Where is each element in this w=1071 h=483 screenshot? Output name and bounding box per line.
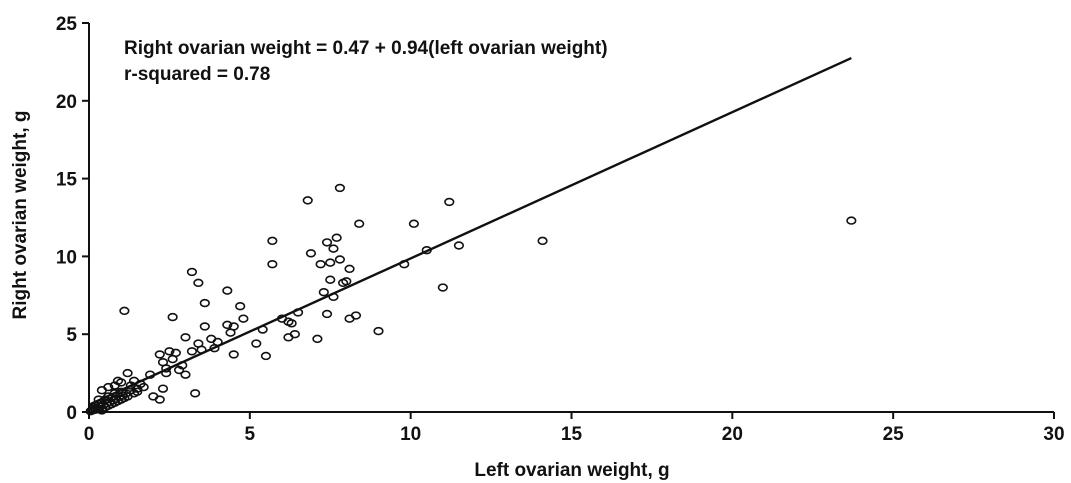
scatter-point [157,384,169,393]
scatter-point [537,236,548,246]
scatter-point [138,382,149,392]
scatter-point [180,370,191,379]
scatter-point [289,330,300,339]
scatter-point [302,196,313,205]
fit-line-layer [88,56,852,406]
y-tick-label: 15 [56,170,78,191]
scatter-point [228,350,239,359]
scatter-point [321,238,333,247]
scatter-point [334,183,346,193]
y-tick-label: 20 [56,92,77,113]
y-tick-label: 10 [56,247,77,268]
scatter-point [125,381,136,390]
scatter-point [331,233,342,242]
data-points [85,183,857,416]
scatter-point [453,241,465,250]
x-tick-label: 20 [722,424,743,445]
scatter-point [228,322,239,331]
scatter-point [173,365,185,375]
scatter-point [199,298,210,308]
scatter-point [122,368,133,378]
scatter-point [212,337,223,347]
scatter-point [373,326,384,336]
x-tick-label: 0 [84,424,95,445]
scatter-point [325,258,336,267]
scatter-point [177,361,188,370]
scatter-point [354,219,365,228]
r-squared-label: r-squared = 0.78 [124,64,270,85]
scatter-point [260,351,272,361]
scatter-point [399,259,410,269]
scatter-point [132,387,143,396]
scatter-point [109,381,120,390]
scatter-point [251,339,262,348]
scatter-point [186,347,198,356]
scatter-point [846,216,857,225]
y-tick-label: 25 [56,14,78,35]
scatter-point [93,395,104,404]
scatter-point [328,244,339,253]
scatter-point [421,245,432,255]
scatter-point [193,278,204,288]
scatter-point [267,259,278,269]
scatter-point [238,314,249,323]
scatter-point [161,364,172,373]
scatter-point [305,249,317,258]
scatter-point [321,309,333,319]
scatter-point [199,322,210,331]
scatter-point [196,345,207,354]
y-axis-title: Right ovarian weight, g [10,110,31,319]
scatter-point [145,370,156,379]
y-tick-label: 0 [66,403,77,424]
x-tick-label: 10 [400,424,421,445]
scatter-point [235,301,246,311]
scatter-point [167,312,178,322]
x-axis-title: Left ovarian weight, g [474,460,669,481]
x-tick-label: 30 [1043,424,1064,445]
scatter-point [222,286,233,295]
ticks: 0 5 10 15 20 25 30 0 5 10 15 20 25 [56,14,1065,445]
x-tick-label: 5 [245,424,256,445]
scatter-point [170,348,181,358]
regression-equation: Right ovarian weight = 0.47 + 0.94(left … [124,38,608,59]
scatter-point [341,277,352,286]
scatter-point [437,283,448,292]
scatter-point [315,259,326,269]
scatter-point [334,255,346,264]
scatter-point [318,287,329,297]
scatter-point [154,350,165,359]
scatter-point [222,320,233,330]
scatter-point [128,376,140,386]
scatter-point [312,334,323,344]
scatter-point [444,197,455,207]
scatter-point [292,308,304,317]
scatter-point [257,325,268,334]
scatter-point [350,311,362,320]
x-tick-label: 25 [883,424,905,445]
scatter-point [180,333,191,342]
y-tick-label: 5 [66,325,77,346]
scatter-point [154,395,165,404]
scatter-point [164,347,175,356]
regression-line [88,56,852,406]
x-tick-label: 15 [561,424,583,445]
scatter-point [119,306,130,316]
scatter-point [408,219,419,228]
scatter-point [344,264,355,274]
scatter-point [325,275,336,284]
scatter-point [161,368,172,378]
scatter-point [267,236,278,246]
scatter-point [286,319,297,328]
scatter-point [190,389,201,398]
scatter-point [96,386,107,395]
scatter-point [328,292,339,302]
scatter-point [186,267,198,277]
